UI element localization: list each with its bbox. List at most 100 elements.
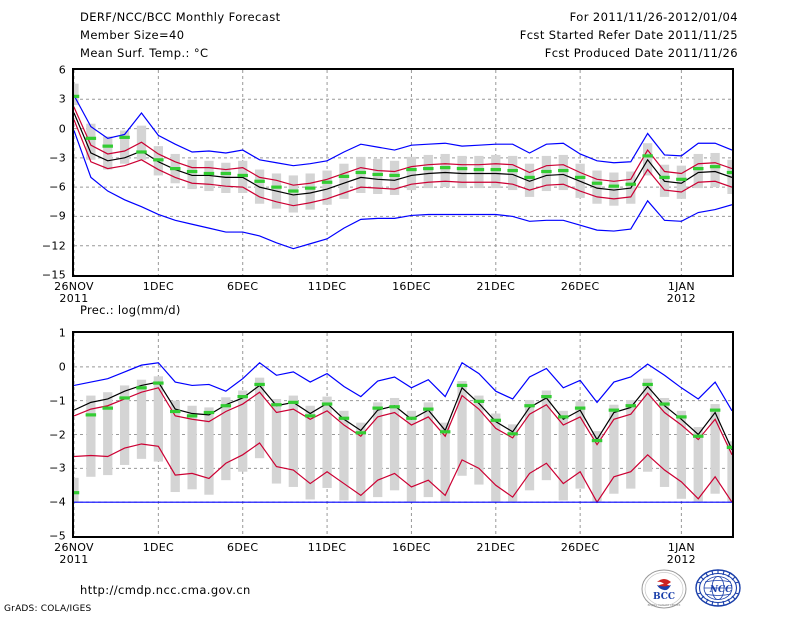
- x-tick-date: 21DEC: [476, 541, 516, 554]
- median-marker: [372, 172, 383, 177]
- median-marker: [170, 409, 181, 414]
- median-marker: [541, 169, 552, 174]
- box-bar: [676, 165, 687, 199]
- surface-temperature-forecast-lower-quartile-line: [74, 119, 732, 207]
- box-bar: [74, 477, 79, 503]
- box-bar: [423, 154, 433, 189]
- box-bar: [710, 152, 720, 188]
- box-bar: [558, 410, 568, 501]
- box-bar: [541, 155, 552, 192]
- ncc-logo: NCC: [694, 568, 742, 610]
- median-marker: [608, 408, 620, 412]
- x-tick-date: 11DEC: [307, 541, 347, 554]
- x-tick-label: 21DEC: [476, 542, 515, 554]
- x-tick-date: 21DEC: [476, 280, 516, 293]
- box-bar: [204, 407, 214, 495]
- box-bar: [626, 399, 636, 489]
- box-bar: [221, 397, 231, 481]
- box-bar: [693, 153, 703, 189]
- median-marker: [74, 94, 80, 98]
- precipitation-panel-title: Prec.: log(mm/d): [80, 303, 181, 317]
- precipitation-forecast-ensemble-mean-line: [74, 381, 732, 450]
- median-marker: [524, 404, 535, 408]
- median-marker: [473, 167, 485, 172]
- fcst-produced-date-label: Fcst Produced Date 2011/11/26: [544, 46, 738, 60]
- forecast-period-label: For 2011/11/26-2012/01/04: [569, 10, 738, 24]
- box-bar: [356, 422, 366, 503]
- median-marker: [625, 182, 636, 186]
- median-marker: [271, 403, 282, 407]
- y-tick-label: −3: [49, 461, 66, 475]
- x-tick-year: 2012: [666, 553, 696, 566]
- median-marker: [591, 438, 603, 443]
- x-tick-label: 26NOV 2011: [54, 542, 94, 566]
- x-tick-date: 26NOV: [54, 280, 94, 293]
- x-tick-label: 26NOV 2011: [54, 281, 94, 305]
- x-tick-year: 2012: [666, 292, 696, 305]
- precipitation-forecast-max-line: [74, 361, 732, 412]
- median-marker: [406, 416, 417, 420]
- box-bar: [153, 376, 163, 462]
- median-marker: [355, 431, 367, 435]
- box-bar: [136, 379, 147, 459]
- x-tick-date: 1DEC: [142, 280, 174, 293]
- precipitation-forecast-y-axis: 1 0 −1 −2 −3 −4 −5: [30, 327, 66, 543]
- median-marker: [119, 135, 130, 139]
- median-marker: [338, 174, 350, 179]
- x-tick-date: 16DEC: [392, 541, 431, 554]
- median-marker: [726, 445, 732, 449]
- y-tick-label: 6: [58, 63, 66, 77]
- box-bar: [643, 378, 653, 472]
- median-marker: [574, 406, 586, 410]
- median-marker: [288, 400, 299, 404]
- box-bar: [103, 136, 113, 170]
- box-bar: [423, 402, 433, 498]
- median-marker: [85, 136, 97, 140]
- y-tick-label: −1: [49, 394, 66, 408]
- grads-credit: GrADS: COLA/IGES: [4, 604, 92, 614]
- x-tick-date: 1JAN: [667, 541, 695, 554]
- x-tick-year: 2011: [59, 292, 89, 305]
- website-url[interactable]: http://cmdp.ncc.cma.gov.cn: [80, 583, 251, 597]
- box-bar: [271, 398, 282, 484]
- box-bar: [474, 395, 484, 485]
- median-marker: [423, 407, 434, 411]
- box-bar: [592, 431, 602, 503]
- median-marker: [726, 170, 732, 175]
- box-bar: [86, 395, 96, 477]
- median-marker: [153, 381, 164, 385]
- box-bar: [727, 441, 732, 503]
- box-bar: [508, 155, 518, 191]
- surface-temperature-forecast-max-line: [74, 95, 732, 167]
- median-marker: [102, 406, 113, 410]
- box-bar: [676, 410, 687, 499]
- svg-text:BCC: BCC: [653, 592, 675, 602]
- precipitation-forecast-upper-quartile-line: [74, 387, 732, 456]
- median-marker: [203, 171, 215, 176]
- median-marker: [186, 169, 198, 174]
- median-marker: [406, 167, 417, 172]
- median-marker: [439, 166, 451, 170]
- box-bar: [103, 392, 113, 476]
- x-tick-year: 2011: [59, 553, 89, 566]
- box-bar: [187, 405, 197, 490]
- temperature-panel-title: Mean Surf. Temp.: °C: [80, 46, 209, 60]
- box-bar: [609, 404, 619, 494]
- surface-temperature-forecast-plot: [74, 70, 732, 275]
- median-marker: [439, 430, 451, 434]
- y-tick-label: −15: [41, 268, 66, 282]
- y-tick-label: −2: [49, 428, 66, 441]
- precipitation-forecast-plot: [74, 333, 732, 536]
- median-marker: [74, 491, 80, 495]
- median-marker: [372, 406, 383, 410]
- median-marker: [642, 382, 653, 387]
- box-bar: [389, 397, 400, 491]
- y-tick-label: −6: [49, 180, 66, 194]
- fcst-started-date-label: Fcst Started Refer Date 2011/11/25: [519, 28, 738, 42]
- median-marker: [220, 404, 232, 408]
- x-tick-label: 1DEC: [143, 542, 174, 554]
- box-bar: [693, 427, 703, 503]
- median-marker: [659, 402, 670, 406]
- median-marker: [203, 410, 215, 415]
